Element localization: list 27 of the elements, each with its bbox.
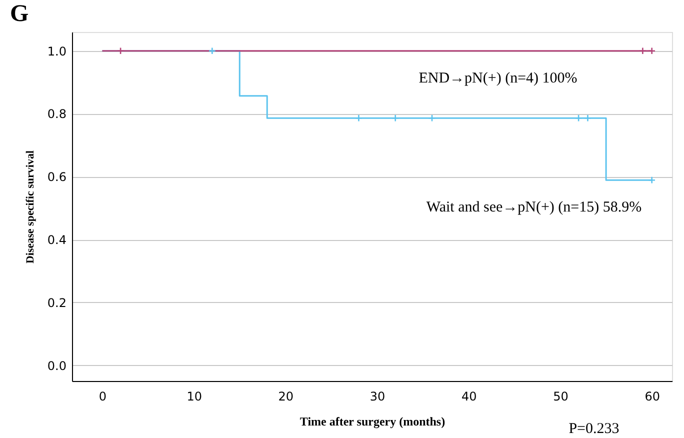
x-tick-label: 30	[370, 390, 386, 404]
point	[428, 114, 436, 122]
x-tick-label: 10	[186, 390, 202, 404]
y-axis-title: Disease specific survival	[24, 150, 36, 264]
y-tick-label: 1.0	[47, 44, 66, 58]
x-tick-label: 0	[98, 390, 107, 404]
x-tick-label: 60	[644, 390, 660, 404]
x-tick-label: 20	[278, 390, 294, 404]
y-tick-label: 0.2	[47, 296, 66, 310]
annotation: Wait and see→pN(+) (n=15) 58.9%	[426, 200, 642, 216]
point	[354, 114, 363, 122]
chart-title: G	[10, 1, 29, 27]
point	[208, 47, 216, 55]
y-tick-label: 0.8	[47, 107, 66, 122]
y-tick-label: 0.4	[47, 233, 66, 248]
point	[116, 47, 124, 55]
annotation: END→pN(+) (n=4) 100%	[418, 70, 578, 86]
y-tick-label: 0.6	[47, 170, 66, 184]
x-tick-label: 50	[553, 390, 568, 404]
point	[584, 114, 592, 122]
y-tick-label: 0.0	[47, 358, 66, 373]
text: P=0.233	[568, 421, 620, 438]
point	[574, 114, 582, 122]
point	[638, 47, 646, 55]
x-tick-label: 40	[462, 390, 477, 404]
x-axis-title: Time after surgery (months)	[300, 414, 446, 428]
point	[392, 114, 400, 122]
